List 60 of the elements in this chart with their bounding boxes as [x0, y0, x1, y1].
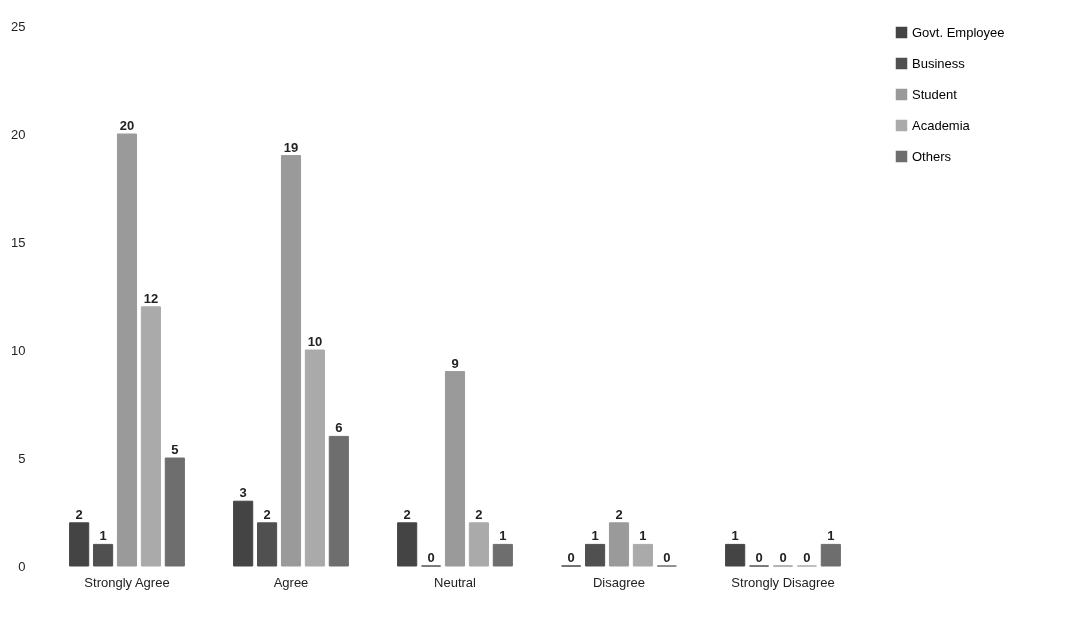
data-label: 0 [567, 550, 575, 565]
bar [820, 543, 841, 567]
y-tick-label: 10 [11, 342, 26, 358]
data-label: 1 [827, 528, 835, 544]
data-label: 2 [475, 506, 483, 522]
bar [233, 500, 254, 567]
bar [328, 435, 349, 567]
bar [444, 371, 466, 567]
x-tick-label: Agree [273, 574, 309, 590]
legend-label: Others [912, 148, 952, 164]
data-label: 1 [731, 528, 739, 544]
data-label: 2 [263, 506, 271, 522]
data-label: 0 [755, 550, 763, 565]
x-tick-label: Strongly Agree [84, 574, 170, 590]
bar [257, 522, 278, 567]
data-label: 2 [75, 506, 83, 522]
data-label: 0 [663, 550, 671, 565]
bar [585, 543, 606, 567]
bar [304, 349, 325, 567]
x-tick-label: Neutral [434, 574, 477, 590]
bar [69, 522, 90, 567]
bar [93, 543, 114, 567]
legend-label: Academia [912, 117, 971, 133]
bar [725, 543, 746, 567]
bar [164, 457, 185, 567]
x-tick-label: Strongly Disagree [731, 574, 835, 590]
bar [397, 522, 418, 567]
data-label: 1 [99, 528, 107, 544]
data-label: 5 [171, 442, 179, 457]
legend-label: Business [912, 55, 966, 71]
bar [140, 306, 161, 567]
data-label: 0 [803, 550, 811, 565]
bar [116, 133, 138, 567]
data-label: 0 [427, 550, 435, 565]
data-label: 1 [591, 528, 599, 544]
data-label: 2 [403, 506, 411, 522]
y-tick-label: 20 [11, 126, 26, 142]
data-label: 1 [639, 528, 647, 544]
bar [492, 543, 513, 567]
legend-label: Student [912, 86, 958, 102]
y-tick-label: 5 [18, 450, 26, 466]
data-label: 19 [283, 139, 299, 155]
y-tick-label: 25 [11, 18, 26, 34]
data-label: 9 [451, 355, 459, 371]
data-label: 20 [119, 118, 135, 133]
data-label: 12 [143, 290, 159, 306]
bar [280, 155, 302, 567]
bar [468, 522, 489, 567]
bar [608, 522, 630, 567]
data-label: 2 [615, 506, 623, 522]
y-tick-label: 15 [11, 234, 26, 250]
data-label: 6 [335, 420, 343, 436]
bar [632, 543, 653, 567]
x-tick-label: Disagree [592, 574, 646, 590]
legend-label: Govt. Employee [912, 24, 1005, 40]
data-label: 1 [499, 528, 507, 544]
data-label: 3 [239, 485, 247, 501]
data-label: 10 [307, 334, 323, 349]
y-tick-label: 0 [18, 558, 26, 574]
data-label: 0 [779, 550, 787, 565]
